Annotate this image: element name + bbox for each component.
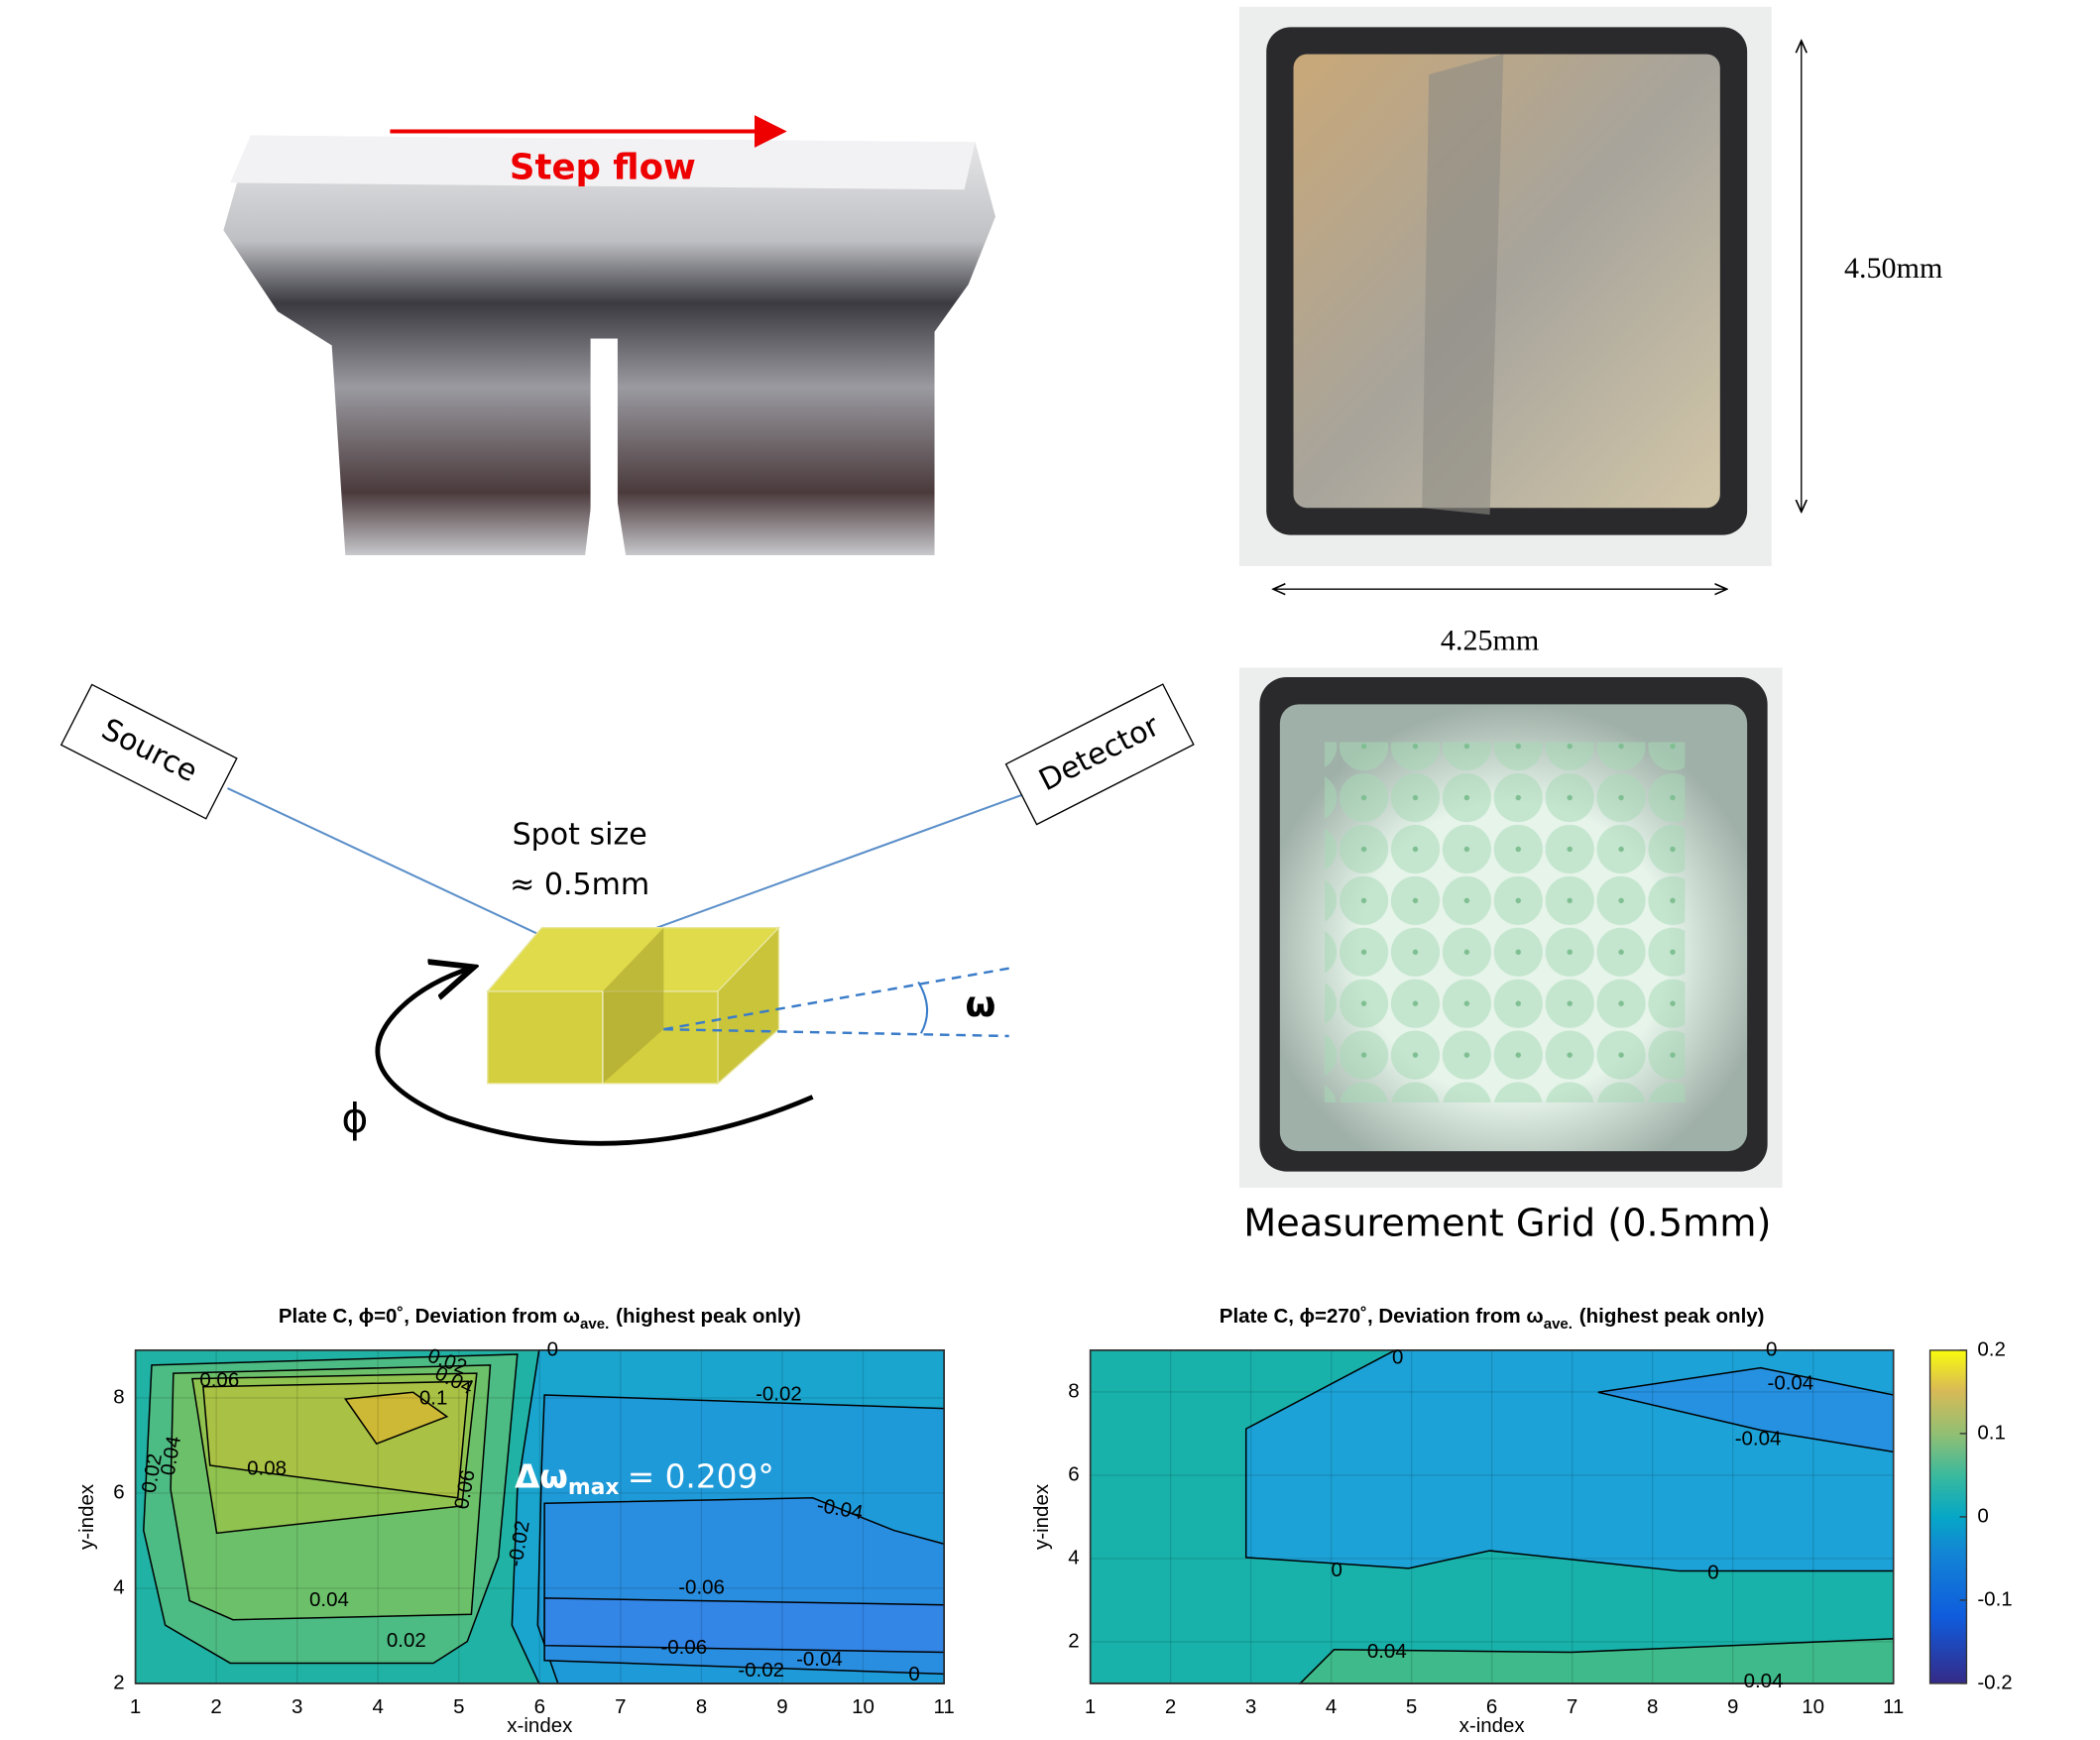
contour-label: -0.04 (1768, 1371, 1814, 1394)
y-tick-label: 4 (113, 1575, 124, 1598)
title-main: Plate C, ϕ=270˚, Deviation from ω (1220, 1306, 1544, 1329)
axes-box (1089, 1349, 1895, 1684)
x-tick-label: 7 (615, 1695, 626, 1718)
chart-title: Plate C, ϕ=270˚, Deviation from ωave. (hi… (1220, 1306, 1765, 1333)
figure-body: Step flow 4.50mm 4.25mm Measurement Grid… (59, 6, 2013, 1738)
y-tick-label: 6 (1068, 1462, 1079, 1485)
spot-size-value: ≈ 0.5mm (510, 868, 649, 902)
top-photo (1238, 6, 1772, 566)
x-tick-label: 1 (130, 1695, 141, 1718)
grid-caption: Measurement Grid (0.5mm) (1243, 1203, 1771, 1246)
colorbar-tick-label: 0.1 (1977, 1421, 2005, 1444)
y-axis-label: y-index (1030, 1483, 1053, 1550)
contour-label: 0.06 (199, 1369, 239, 1392)
contour-label: 0.04 (1744, 1670, 1784, 1692)
title-subscript: ave. (1544, 1316, 1573, 1333)
height-label: 4.50mm (1844, 251, 1942, 285)
contour-label: 0 (1392, 1346, 1403, 1369)
contour-label: 0 (908, 1663, 919, 1685)
colorbar-tick-label: -0.1 (1977, 1587, 2012, 1610)
y-axis-label: y-index (75, 1483, 98, 1550)
y-tick-label: 2 (113, 1671, 124, 1693)
x-tick-label: 6 (1486, 1695, 1497, 1718)
contour-label: 0.02 (387, 1629, 426, 1652)
colorbar-tick-label: 0 (1977, 1504, 1988, 1527)
contour-label: -0.06 (678, 1576, 725, 1599)
x-tick-label: 5 (1406, 1695, 1417, 1718)
annotation-subscript: max (568, 1475, 620, 1500)
y-tick-label: 4 (1068, 1546, 1079, 1568)
x-tick-label: 11 (1883, 1695, 1904, 1718)
contour-label: 0 (547, 1337, 558, 1360)
x-tick-label: 11 (933, 1695, 954, 1718)
x-axis-label: x-index (1459, 1714, 1526, 1737)
diffraction-diagram: Source Detector Spot size ≈ 0.5mm ω ϕ (59, 683, 1195, 1146)
contour-level (343, 1391, 449, 1446)
y-tick-label: 8 (1068, 1379, 1079, 1402)
axes-box (134, 1349, 945, 1684)
contour-label: -0.04 (1735, 1427, 1782, 1450)
title-end: (highest peak only) (616, 1306, 801, 1329)
contour-label: 0 (1766, 1337, 1777, 1360)
colorbar-tick-label: -0.2 (1977, 1671, 2012, 1693)
colorbar-tick-label: 0.2 (1977, 1337, 2005, 1360)
contour-label: 0 (1332, 1559, 1342, 1581)
x-tick-label: 3 (1245, 1695, 1256, 1718)
y-tick-label: 6 (113, 1480, 124, 1503)
x-tick-label: 8 (1647, 1695, 1658, 1718)
x-tick-label: 4 (1326, 1695, 1337, 1718)
x-tick-label: 2 (1165, 1695, 1176, 1718)
contour-level (543, 1597, 945, 1654)
annotation: Δωmax = 0.209° (515, 1458, 774, 1501)
contour-label: 0.1 (419, 1386, 447, 1409)
contour-label: -0.06 (660, 1636, 707, 1659)
x-tick-label: 9 (1727, 1695, 1738, 1718)
contour-label: 0 (1707, 1562, 1718, 1584)
x-tick-label: 9 (776, 1695, 787, 1718)
contour-label: -0.04 (796, 1648, 843, 1671)
width-label: 4.25mm (1441, 624, 1539, 657)
contour-chart: 1 2 3 4 5 6 7 8 9 10 11 2 4 6 8 0 0 -0.04 -0.04 0 0 0.04 0.04 P… (1030, 1306, 2012, 1738)
contour-label: 0.04 (1367, 1640, 1407, 1663)
x-tick-label: 7 (1567, 1695, 1577, 1718)
x-tick-label: 10 (852, 1695, 875, 1718)
y-tick-label: 2 (1068, 1629, 1079, 1652)
contour-label: 0.08 (247, 1457, 287, 1480)
annotation-end: = 0.209° (628, 1458, 774, 1496)
title-subscript: ave. (580, 1316, 609, 1333)
x-tick-label: 2 (210, 1695, 221, 1718)
side-photo: Step flow (223, 115, 996, 562)
x-tick-label: 10 (1802, 1695, 1824, 1718)
omega-label: ω (966, 985, 996, 1025)
x-tick-label: 3 (292, 1695, 302, 1718)
spot-size-label: Spot size (513, 817, 647, 852)
x-tick-label: 5 (453, 1695, 464, 1718)
x-tick-label: 4 (373, 1695, 384, 1718)
y-tick-label: 8 (113, 1385, 124, 1408)
chart-title: Plate C, ϕ=0˚, Deviation from ωave. (high… (279, 1306, 801, 1333)
x-tick-label: 6 (534, 1695, 545, 1718)
grid-photo (1238, 667, 1783, 1188)
title-end: (highest peak only) (1579, 1306, 1765, 1329)
x-tick-label: 1 (1085, 1695, 1096, 1718)
contour-label: -0.02 (756, 1382, 802, 1405)
title-main: Plate C, ϕ=0˚, Deviation from ω (279, 1306, 580, 1329)
phi-label: ϕ (341, 1095, 368, 1142)
contour-label: 0.04 (309, 1588, 349, 1611)
step-flow-label: Step flow (510, 148, 696, 188)
x-axis-label: x-index (507, 1714, 573, 1737)
contour-chart: 1 2 3 4 5 6 7 8 9 10 1124680.060.080.10.040.020.06… (75, 1306, 955, 1738)
contour-label: -0.02 (738, 1659, 784, 1682)
annotation-main: Δω (515, 1458, 568, 1496)
x-tick-label: 8 (696, 1695, 707, 1718)
